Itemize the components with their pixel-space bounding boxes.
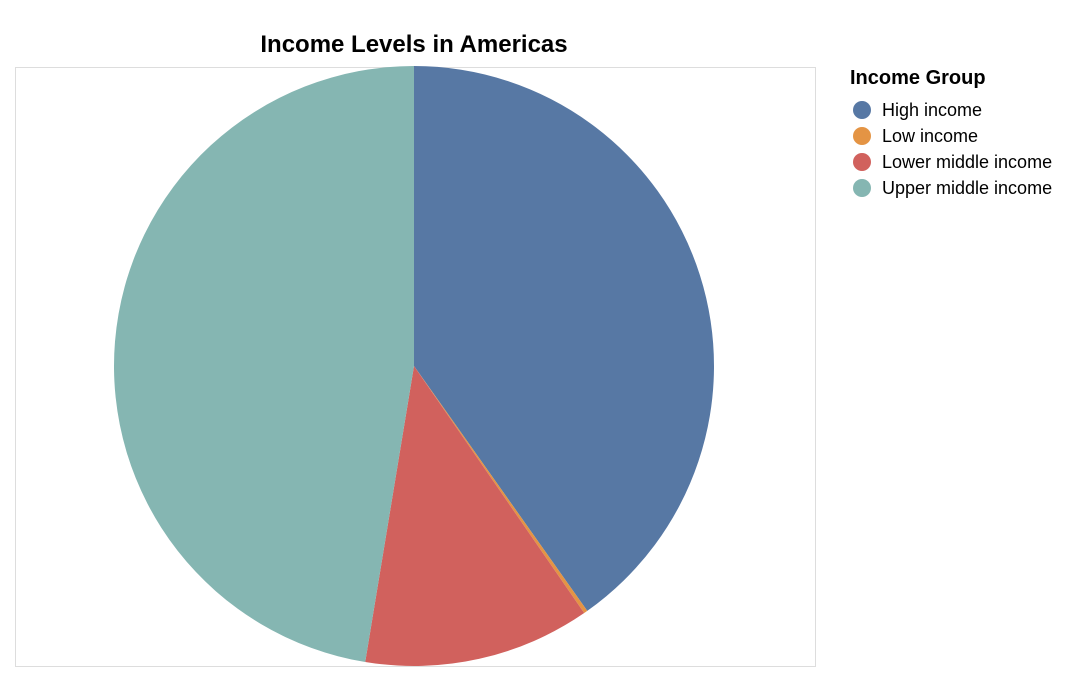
pie-slices (113, 66, 714, 666)
legend-label: Lower middle income (882, 152, 1052, 172)
legend-label: High income (882, 100, 982, 120)
legend-label: Low income (882, 126, 978, 146)
legend-swatch (853, 127, 871, 145)
chart-title: Income Levels in Americas (260, 31, 567, 58)
legend-swatch (853, 153, 871, 171)
legend-swatch (853, 179, 871, 197)
legend: High income Low income Lower middle income… (853, 100, 1052, 198)
pie-slice-upper-middle-income (113, 66, 414, 663)
pie-slice-high-income (414, 66, 714, 611)
legend-title: Income Group (850, 67, 986, 89)
legend-swatch (853, 101, 871, 119)
pie-slice-lower-middle-income (365, 366, 585, 666)
legend-label: Upper middle income (882, 178, 1052, 198)
pie-slice-low-income (414, 366, 588, 614)
